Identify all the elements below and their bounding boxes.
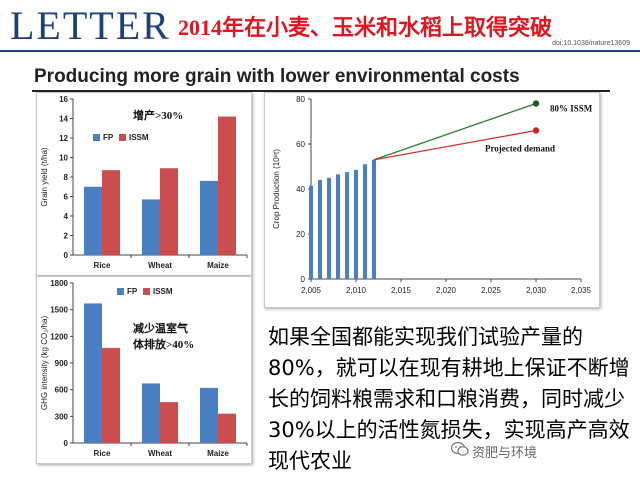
ghg-intensity-chart: 0 300 600 900 1200 1500 1800 GHG intensity (kg … bbox=[40, 279, 248, 458]
summary-text: 如果全国都能实现我们试验产量的80%，就可以在现有耕地上保证不断增长的饲料粮需求… bbox=[268, 325, 630, 473]
bar-maize-fp bbox=[200, 180, 218, 255]
demand-line-label: Projected demand bbox=[485, 144, 555, 154]
x-tick-label: Maize bbox=[207, 449, 229, 458]
grain-yield-chart: 0 2 4 6 8 10 12 14 16 Grain yield (t/ha) Rice Wheat… bbox=[40, 95, 248, 270]
x-tick-label: 2,015 bbox=[391, 286, 412, 295]
y-tick-label: 1200 bbox=[50, 332, 68, 341]
y-tick-label: 16 bbox=[59, 95, 68, 104]
y-tick-label: 300 bbox=[55, 412, 69, 421]
y-axis-label: Crop Production (10⁸t) bbox=[272, 149, 281, 229]
issm-line-label: 80% ISSM bbox=[550, 104, 593, 114]
legend-label-issm: ISSM bbox=[153, 287, 173, 296]
y-tick-label: 1800 bbox=[50, 279, 68, 288]
bar-wheat-fp bbox=[142, 383, 160, 443]
bar-rice-fp bbox=[84, 186, 102, 255]
production-bar bbox=[354, 169, 358, 279]
y-tick-label: 6 bbox=[64, 193, 69, 202]
y-axis-label: GHG intensity (kg CO₂/ha) bbox=[40, 316, 49, 411]
bar-wheat-fp bbox=[142, 199, 160, 255]
ghg-annotation-line2: 体排放>40% bbox=[133, 337, 194, 351]
x-tick-label: Rice bbox=[94, 449, 111, 458]
legend-swatch-fp bbox=[117, 288, 124, 295]
ghg-annotation-line1: 减少温室气 bbox=[133, 321, 188, 335]
bar-maize-fp bbox=[200, 387, 218, 443]
x-tick-label: 2,010 bbox=[346, 286, 367, 295]
y-tick-label: 12 bbox=[59, 134, 68, 143]
wechat-icon bbox=[451, 441, 469, 456]
ghg-panel: 0 300 600 900 1200 1500 1800 GHG intensity (kg … bbox=[36, 276, 252, 464]
legend-label-issm: ISSM bbox=[129, 133, 149, 142]
x-tick-label: 2,035 bbox=[571, 286, 592, 295]
bar-rice-issm bbox=[102, 347, 120, 443]
bar-rice-fp bbox=[84, 303, 102, 443]
y-tick-label: 8 bbox=[64, 173, 69, 182]
doi: doi:10.1038/nature13609 bbox=[552, 40, 630, 47]
projection-point-0 bbox=[532, 100, 540, 107]
yield-annotation: 增产>30% bbox=[133, 108, 183, 122]
y-tick-label: 10 bbox=[59, 154, 68, 163]
production-bar bbox=[336, 174, 340, 279]
bar-rice-issm bbox=[102, 170, 120, 255]
crop-production-panel: 0 20 40 60 80 2,005 2,010 2,015 2,020 2,025 2,030 2… bbox=[264, 92, 600, 308]
x-tick-label: 2,005 bbox=[301, 286, 322, 295]
y-tick-label: 20 bbox=[296, 230, 305, 239]
y-tick-label: 0 bbox=[301, 275, 306, 284]
production-bar bbox=[363, 164, 367, 279]
production-bar bbox=[309, 185, 313, 279]
bar-wheat-issm bbox=[160, 402, 178, 443]
y-tick-label: 600 bbox=[55, 386, 69, 395]
bar-maize-issm bbox=[218, 413, 236, 443]
production-bar bbox=[372, 159, 376, 279]
y-tick-label: 2 bbox=[64, 232, 69, 241]
projection-point-1 bbox=[532, 127, 540, 134]
subtitle: Producing more grain with lower environm… bbox=[34, 66, 520, 87]
grain-yield-panel: 0 2 4 6 8 10 12 14 16 Grain yield (t/ha) Rice Wheat… bbox=[36, 92, 252, 276]
x-tick-label: 2,025 bbox=[481, 286, 502, 295]
bar-maize-issm bbox=[218, 116, 236, 255]
journal-name: LETTER bbox=[10, 3, 171, 48]
y-tick-label: 40 bbox=[296, 185, 305, 194]
x-tick-label: 2,030 bbox=[526, 286, 547, 295]
bar-wheat-issm bbox=[160, 168, 178, 255]
headline: 2014年在小麦、玉米和水稻上取得突破 bbox=[178, 15, 553, 40]
y-tick-label: 80 bbox=[296, 95, 305, 104]
y-tick-label: 60 bbox=[296, 140, 305, 149]
y-axis-label: Grain yield (t/ha) bbox=[40, 147, 49, 206]
legend-label-fp: FP bbox=[103, 133, 114, 142]
y-tick-label: 14 bbox=[59, 115, 68, 124]
legend-label-fp: FP bbox=[127, 287, 138, 296]
legend-swatch-issm bbox=[119, 134, 126, 141]
y-tick-label: 4 bbox=[64, 212, 69, 221]
x-tick-label: 2,020 bbox=[436, 286, 457, 295]
y-tick-label: 0 bbox=[64, 251, 69, 260]
x-tick-label: Maize bbox=[207, 261, 229, 270]
projection-line-1 bbox=[373, 129, 537, 161]
subtitle-rule bbox=[32, 90, 610, 92]
y-tick-label: 0 bbox=[64, 439, 69, 448]
y-tick-label: 1500 bbox=[50, 306, 68, 315]
crop-production-chart: 0 20 40 60 80 2,005 2,010 2,015 2,020 2,025 2,030 2… bbox=[272, 95, 593, 295]
legend-swatch-issm bbox=[143, 288, 150, 295]
header-rule bbox=[0, 50, 640, 52]
production-bar bbox=[318, 180, 322, 279]
x-tick-label: Wheat bbox=[148, 261, 172, 270]
y-tick-label: 900 bbox=[55, 359, 69, 368]
x-tick-label: Rice bbox=[94, 261, 111, 270]
legend-swatch-fp bbox=[93, 134, 100, 141]
projection-line-0 bbox=[373, 102, 537, 161]
watermark: 资肥与环境 bbox=[472, 446, 538, 461]
production-bar bbox=[327, 177, 331, 279]
x-tick-label: Wheat bbox=[148, 449, 172, 458]
production-bar bbox=[345, 172, 349, 279]
